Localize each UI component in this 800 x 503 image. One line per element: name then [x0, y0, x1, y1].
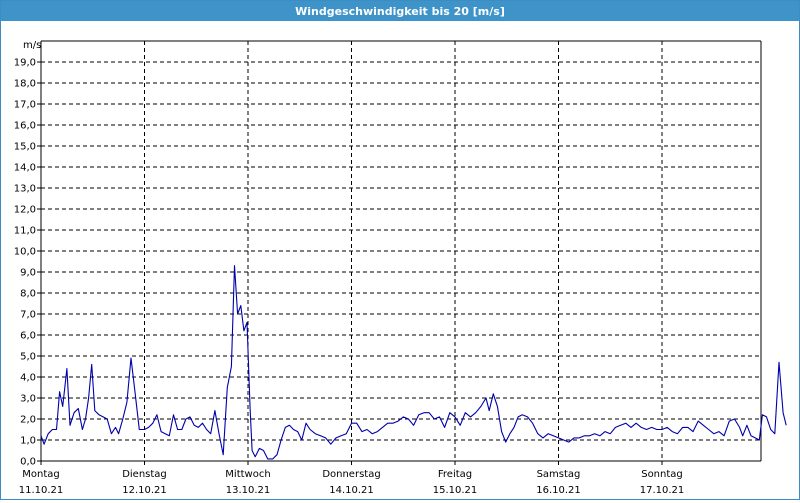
y-tick-label: 3,0	[20, 394, 36, 405]
y-tick-label: 2,0	[20, 415, 36, 426]
y-tick-label: 13,0	[14, 184, 36, 195]
y-tick-label: 6,0	[20, 331, 36, 342]
wind-speed-chart: m/s 0,0 1,0 2,0 3,0 4,0 5,0 6,0 7,0 8,0 9,0 10,0 11…	[14, 40, 787, 496]
y-tick-labels: 0,0 1,0 2,0 3,0 4,0 5,0 6,0 7,0 8,0 9,0 10,0 11,0 12…	[14, 58, 36, 468]
window-title: Windgeschwindigkeit bis 20 [m/s]	[1, 1, 799, 21]
x-tick-labels: Montag 11.10.21 Dienstag 12.10.21 Mittwoch 13…	[19, 469, 685, 496]
y-tick-label: 8,0	[20, 289, 36, 300]
x-tick-day-label: Montag	[22, 469, 59, 480]
y-axis-unit-label: m/s	[23, 40, 41, 51]
y-tick-label: 11,0	[14, 226, 36, 237]
axes	[37, 40, 762, 465]
x-tick-day-label: Donnerstag	[322, 469, 380, 480]
y-tick-label: 10,0	[14, 247, 36, 258]
series-group	[40, 265, 787, 460]
y-tick-label: 7,0	[20, 310, 36, 321]
y-tick-label: 0,0	[20, 457, 36, 468]
y-tick-label: 17,0	[14, 100, 36, 111]
y-tick-label: 16,0	[14, 121, 36, 132]
wind-speed-series-line	[40, 265, 787, 460]
y-tick-label: 15,0	[14, 142, 36, 153]
x-tick-day-label: Sonntag	[641, 469, 683, 480]
y-tick-label: 9,0	[20, 268, 36, 279]
y-tick-label: 4,0	[20, 373, 36, 384]
y-tick-label: 14,0	[14, 163, 36, 174]
grid-lines	[41, 41, 761, 461]
x-tick-day-label: Mittwoch	[225, 469, 270, 480]
y-tick-label: 1,0	[20, 436, 36, 447]
y-tick-label: 5,0	[20, 352, 36, 363]
plot-area: m/s 0,0 1,0 2,0 3,0 4,0 5,0 6,0 7,0 8,0 9,0 10,0 11…	[1, 21, 799, 499]
x-tick-date-label: 12.10.21	[122, 485, 167, 496]
x-tick-date-label: 11.10.21	[19, 485, 64, 496]
y-tick-label: 19,0	[14, 58, 36, 69]
y-tick-label: 18,0	[14, 79, 36, 90]
x-tick-date-label: 16.10.21	[536, 485, 581, 496]
x-tick-date-label: 15.10.21	[433, 485, 478, 496]
x-tick-date-label: 17.10.21	[640, 485, 685, 496]
x-tick-day-label: Dienstag	[122, 469, 167, 480]
x-tick-day-label: Samstag	[537, 469, 581, 480]
x-tick-day-label: Freitag	[438, 469, 472, 480]
y-tick-label: 12,0	[14, 205, 36, 216]
x-tick-date-label: 13.10.21	[226, 485, 271, 496]
x-tick-date-label: 14.10.21	[329, 485, 374, 496]
